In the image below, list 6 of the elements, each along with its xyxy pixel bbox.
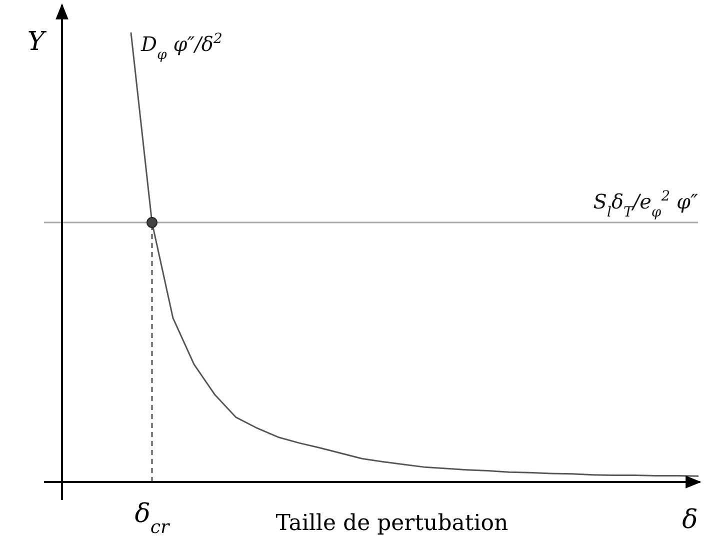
y-axis-title: Y [27,27,48,57]
text: δ$_{cr}$ [134,499,171,538]
x-axis-title: Taille de pertubation [276,511,508,536]
text: δ [682,505,698,535]
series-label: D$_{φ}$ φ″/δ$^{2}$ [140,31,222,63]
ref-line-label: S$_{l}$δ$_{T}$/e$_{φ}$$^{2}$ φ″ [593,188,699,220]
